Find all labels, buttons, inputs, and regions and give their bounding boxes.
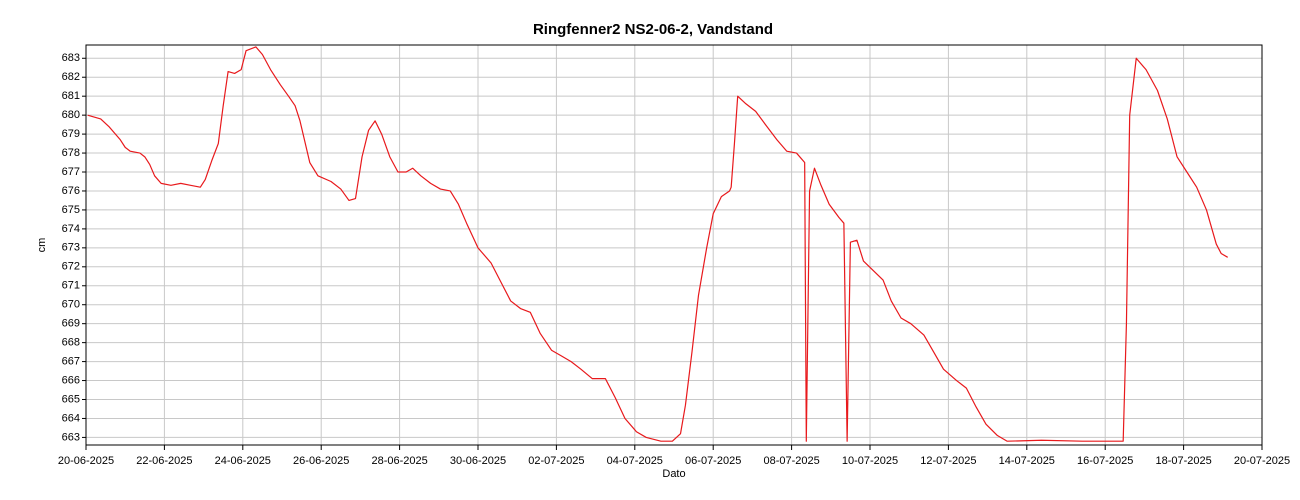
x-tick-label: 20-06-2025 — [58, 455, 114, 467]
x-tick-label: 06-07-2025 — [685, 455, 741, 467]
data-line — [87, 46, 1229, 442]
y-tick-label: 670 — [62, 299, 80, 311]
y-tick-label: 679 — [62, 128, 80, 140]
plot-frame — [85, 44, 1263, 446]
x-tick-label: 24-06-2025 — [215, 455, 271, 467]
x-tick-label: 18-07-2025 — [1155, 455, 1211, 467]
y-tick-label: 668 — [62, 337, 80, 349]
x-axis-label: Dato — [662, 468, 685, 480]
chart-title: Ringfenner2 NS2-06-2, Vandstand — [533, 21, 773, 38]
x-tick-label: 16-07-2025 — [1077, 455, 1133, 467]
y-tick-label: 667 — [62, 355, 80, 367]
x-tick-label: 10-07-2025 — [842, 455, 898, 467]
x-tick-label: 20-07-2025 — [1234, 455, 1290, 467]
x-tick-label: 12-07-2025 — [920, 455, 976, 467]
y-tick-label: 669 — [62, 318, 80, 330]
y-tick-label: 678 — [62, 147, 80, 159]
x-tick-label: 14-07-2025 — [999, 455, 1055, 467]
x-tick-label: 30-06-2025 — [450, 455, 506, 467]
x-tick-label: 22-06-2025 — [136, 455, 192, 467]
y-tick-label: 680 — [62, 109, 80, 121]
y-tick-label: 674 — [62, 223, 80, 235]
y-tick-label: 681 — [62, 90, 80, 102]
y-tick-label: 666 — [62, 374, 80, 386]
x-tick-label: 26-06-2025 — [293, 455, 349, 467]
y-tick-label: 665 — [62, 393, 80, 405]
y-tick-label: 672 — [62, 261, 80, 273]
y-tick-label: 675 — [62, 204, 80, 216]
x-tick-label: 04-07-2025 — [607, 455, 663, 467]
y-tick-label: 683 — [62, 52, 80, 64]
y-tick-label: 664 — [62, 412, 80, 424]
y-tick-label: 671 — [62, 280, 80, 292]
y-tick-label: 677 — [62, 166, 80, 178]
y-tick-label: 663 — [62, 431, 80, 443]
y-tick-label: 676 — [62, 185, 80, 197]
y-tick-label: 682 — [62, 71, 80, 83]
x-tick-label: 28-06-2025 — [371, 455, 427, 467]
y-tick-label: 673 — [62, 242, 80, 254]
y-axis-label: cm — [36, 238, 48, 253]
x-tick-label: 08-07-2025 — [763, 455, 819, 467]
x-tick-label: 02-07-2025 — [528, 455, 584, 467]
